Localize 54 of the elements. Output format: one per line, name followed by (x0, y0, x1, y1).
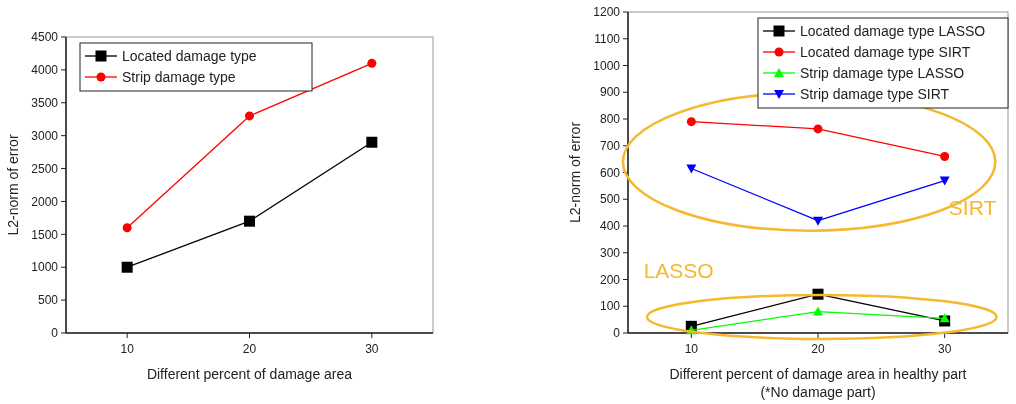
x-tick-label: 20 (242, 342, 257, 356)
y-tick-label: 500 (599, 192, 621, 207)
y-tick-label: 2500 (31, 161, 59, 176)
x-tick-label: 30 (365, 342, 379, 356)
point (244, 215, 255, 227)
point (121, 261, 133, 273)
y-tick-label: 900 (599, 85, 621, 100)
annotation: SIRT (948, 196, 997, 220)
y-tick-label: 3500 (31, 95, 59, 110)
point (813, 306, 823, 316)
y-tick-label: 4000 (31, 63, 59, 78)
y-axis-title: L2-norm of error (5, 134, 21, 236)
y-axis-title: L2-norm of error (567, 121, 583, 224)
y-tick-label: 0 (51, 326, 59, 341)
y-tick-label: 700 (599, 138, 621, 153)
legend-label: Strip damage type LASSO (800, 64, 965, 81)
y-tick-label: 0 (613, 326, 621, 341)
point (686, 117, 696, 127)
y-tick-label: 1000 (593, 58, 621, 73)
x-tick-label: 20 (811, 342, 825, 356)
y-tick-label: 1200 (593, 5, 621, 20)
x-axis-title: Different percent of damage area (146, 366, 353, 382)
legend-label: Located damage type LASSO (800, 22, 986, 39)
legend-label: Located damage type (122, 47, 257, 64)
x-tick-label: 10 (120, 342, 135, 356)
point (813, 124, 823, 134)
point (813, 216, 823, 226)
x-tick-label: 30 (937, 342, 952, 356)
y-tick-label: 4500 (31, 30, 59, 45)
y-tick-label: 2000 (31, 194, 59, 209)
legend-label: Strip damage type (122, 68, 236, 85)
x-axis-title: Different percent of damage area in healthy part (*No damage part) (669, 366, 967, 400)
point (940, 151, 950, 161)
y-tick-label: 600 (599, 165, 621, 180)
point (245, 111, 254, 121)
y-tick-label: 1500 (31, 227, 59, 242)
y-tick-label: 1000 (31, 260, 59, 275)
point (367, 58, 377, 68)
annotation: LASSO (643, 259, 714, 283)
point (122, 223, 132, 233)
legend-label: Located damage type SIRT (800, 43, 971, 60)
point (939, 313, 950, 323)
x-tick-label: 10 (684, 342, 699, 356)
y-tick-label: 200 (599, 272, 621, 287)
y-tick-label: 800 (599, 112, 621, 127)
y-tick-label: 500 (37, 293, 59, 308)
y-tick-label: 1100 (594, 31, 621, 46)
y-tick-label: 400 (599, 219, 621, 234)
y-tick-label: 300 (599, 245, 621, 260)
y-tick-label: 100 (599, 299, 621, 314)
legend-label: Strip damage type SIRT (800, 85, 950, 102)
y-tick-label: 3000 (31, 128, 59, 143)
point (366, 136, 378, 148)
point (686, 164, 697, 174)
